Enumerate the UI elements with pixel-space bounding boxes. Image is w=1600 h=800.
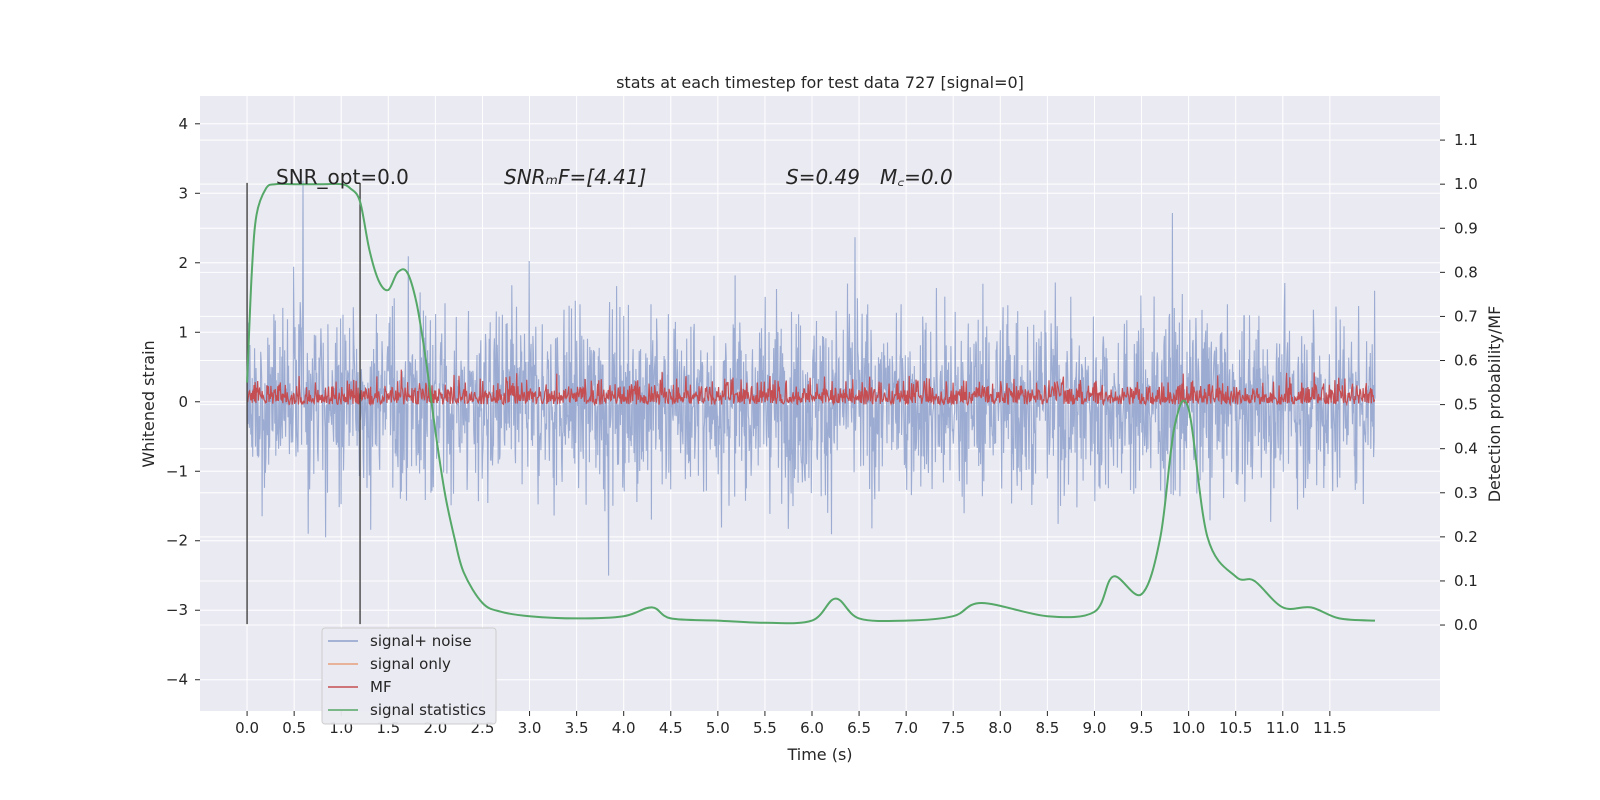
annotation-snr-mf: SNRₘF=[4.41]: [504, 165, 646, 189]
x-tick-label: 4.0: [612, 719, 636, 737]
annotation-mc: M꜀=0.0: [880, 165, 953, 189]
x-axis-label: Time (s): [786, 745, 852, 764]
annotation-snr-opt: SNR_opt=0.0: [276, 165, 409, 189]
x-tick-label: 11.5: [1313, 719, 1346, 737]
x-tick-label: 7.0: [894, 719, 918, 737]
legend: signal+ noise signal only MF signal stat…: [321, 627, 497, 725]
x-tick-label: 9.0: [1083, 719, 1107, 737]
y-tick-label-left: −1: [166, 462, 188, 480]
mf-line: [247, 369, 1375, 407]
y-tick-label-left: 1: [178, 323, 188, 341]
x-tick-label: 10.5: [1219, 719, 1252, 737]
y-tick-label-left: −3: [166, 601, 188, 619]
x-tick-label: 10.0: [1172, 719, 1205, 737]
y-tick-label-right: 0.0: [1454, 616, 1478, 634]
signal-noise-series: [246, 180, 1376, 576]
y-tick-label-left: 4: [178, 115, 188, 133]
x-tick-label: 6.5: [847, 719, 871, 737]
x-tick-label: 8.0: [988, 719, 1012, 737]
y-tick-label-right: 0.6: [1454, 352, 1478, 370]
legend-label-signal-noise: signal+ noise: [370, 632, 472, 650]
y-tick-label-right: 0.1: [1454, 572, 1478, 590]
x-tick-label: 5.5: [753, 719, 777, 737]
mf-series: [247, 369, 1375, 407]
x-tick-label: 9.5: [1130, 719, 1154, 737]
x-tick-label: 3.0: [518, 719, 542, 737]
x-tick-label: 0.5: [282, 719, 306, 737]
y-tick-label-left: −4: [166, 671, 188, 689]
y-tick-label-right: 0.5: [1454, 396, 1478, 414]
plot-background: [200, 96, 1440, 711]
x-tick-label: 3.5: [565, 719, 589, 737]
x-tick-label: 4.5: [659, 719, 683, 737]
chart-title: stats at each timestep for test data 727…: [616, 73, 1024, 92]
y-tick-label-left: 3: [178, 184, 188, 202]
signal-statistics-series: [246, 182, 1376, 625]
signal-statistics-line: [246, 182, 1376, 625]
y-tick-label-right: 0.9: [1454, 219, 1478, 237]
annotation-s: S=0.49: [786, 165, 860, 189]
vertical-markers: [246, 182, 361, 625]
y-tick-label-right: 1.0: [1454, 175, 1478, 193]
y-tick-label-right: 1.1: [1454, 131, 1478, 149]
y-axis-label-right: Detection probability/MF: [1485, 306, 1504, 503]
y-ticks-left: 4 3 2 1 0 −1 −2 −3 −4: [166, 115, 200, 689]
x-tick-label: 0.0: [235, 719, 259, 737]
x-tick-label: 6.0: [800, 719, 824, 737]
y-tick-label-right: 0.8: [1454, 263, 1478, 281]
legend-label-mf: MF: [370, 678, 392, 696]
y-tick-label-right: 0.2: [1454, 528, 1478, 546]
signal-noise-line: [246, 180, 1376, 576]
y-ticks-right: 0.0 0.1 0.2 0.3 0.4 0.5 0.6 0.7 0.8 0.9 1.0 1.1: [1440, 131, 1478, 634]
x-tick-label: 11.0: [1266, 719, 1299, 737]
y-axis-label-left: Whitened strain: [139, 340, 158, 467]
legend-label-signal-only: signal only: [370, 655, 451, 673]
y-tick-label-left: 2: [178, 254, 188, 272]
x-tick-label: 7.5: [941, 719, 965, 737]
y-tick-label-left: −2: [166, 532, 188, 550]
y-tick-label-right: 0.7: [1454, 307, 1478, 325]
x-tick-label: 8.5: [1035, 719, 1059, 737]
y-tick-label-right: 0.4: [1454, 440, 1478, 458]
y-tick-label-right: 0.3: [1454, 484, 1478, 502]
legend-box: [321, 627, 497, 725]
x-tick-label: 5.0: [706, 719, 730, 737]
legend-label-signal-statistics: signal statistics: [370, 701, 486, 719]
y-tick-label-left: 0: [178, 393, 188, 411]
